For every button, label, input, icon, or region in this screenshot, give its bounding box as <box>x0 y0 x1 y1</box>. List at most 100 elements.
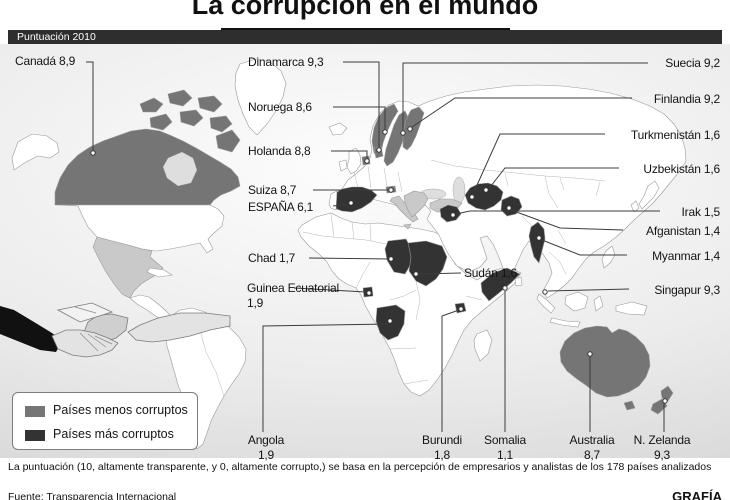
label-singapur: Singapur 9,3 <box>654 283 720 297</box>
legend-label-menos: Países menos corruptos <box>53 403 188 417</box>
leader-myanmar <box>541 239 627 256</box>
marker-chad <box>388 256 394 262</box>
label-finlandia: Finlandia 9,2 <box>653 92 720 106</box>
label-myanmar: Myanmar 1,4 <box>652 249 720 263</box>
label-guinea-ecuatorial: Guinea Ecuatorial 1,9 <box>247 281 339 310</box>
leader-uzbekistan <box>486 167 619 192</box>
legend-label-mas: Países más corruptos <box>53 427 174 441</box>
palm-finger-lines <box>79 332 113 352</box>
label-irak: Irak 1,5 <box>681 205 721 219</box>
leader-lines <box>86 61 665 432</box>
country-portugal <box>328 190 338 211</box>
marker-sudan <box>413 271 419 277</box>
label-turkmenistan: Turkmenistán 1,6 <box>630 128 720 142</box>
caspian-sea <box>452 176 466 204</box>
arctic-island <box>167 89 193 107</box>
balcanes <box>403 190 429 218</box>
country-australia <box>559 325 651 398</box>
money-bill <box>56 302 114 323</box>
label-espana: ESPAÑA 6,1 <box>248 200 314 214</box>
leader-singapur <box>547 288 630 292</box>
label-dinamarca: Dinamarca 9,3 <box>248 55 324 69</box>
leader-afganistan <box>510 209 624 231</box>
leader-markers <box>90 126 668 404</box>
marker-somalia <box>502 285 508 291</box>
marker-suiza <box>388 187 394 193</box>
label-suiza: Suiza 8,7 <box>248 183 297 197</box>
island-srilanka <box>514 276 523 287</box>
island-madagascar <box>473 329 493 362</box>
marker-dinamarca <box>376 147 382 153</box>
country-mexico <box>92 236 164 299</box>
legend: Países menos corruptos Países más corrup… <box>12 392 198 450</box>
island-newguinea <box>615 301 648 316</box>
leader-finlandia <box>411 97 632 128</box>
island-java <box>549 317 581 328</box>
country-nueva-zelanda-norte <box>660 385 674 402</box>
island-sicilia <box>403 223 412 230</box>
label-noruega: Noruega 8,6 <box>248 100 312 114</box>
page-title: La corrupción en el mundo <box>191 0 539 20</box>
country-canada <box>54 128 241 206</box>
island-tasmania <box>623 400 636 411</box>
leader-chad <box>308 257 389 260</box>
open-palm-hand <box>51 329 119 358</box>
label-holanda: Holanda 8,8 <box>248 144 311 158</box>
label-somalia: Somalia 1,1 <box>484 433 526 462</box>
country-espana <box>330 186 378 213</box>
marker-suecia <box>400 130 406 136</box>
leader-espana <box>332 203 349 207</box>
score-year-banner: Puntuación 2010 <box>8 30 722 44</box>
island-britain <box>346 147 362 175</box>
arctic-island <box>215 129 241 153</box>
arctic-island <box>139 97 164 113</box>
eurasia <box>341 84 687 299</box>
title-underline <box>221 28 510 31</box>
leader-turkmenistan <box>472 133 605 195</box>
marker-noruega <box>382 129 388 135</box>
label-angola: Angola 1,9 <box>247 433 285 462</box>
label-afganistan: Afganistan 1,4 <box>646 224 720 238</box>
marker-myanmar <box>536 235 542 241</box>
country-greenland <box>234 58 287 136</box>
world-map-svg <box>0 58 687 450</box>
korea <box>630 200 640 213</box>
country-usa <box>59 204 225 254</box>
marker-burundi <box>458 306 464 312</box>
label-burundi: Burundi 1,8 <box>422 433 462 462</box>
world-map <box>0 44 730 458</box>
island-sumatra <box>536 293 556 314</box>
marker-nzelanda <box>662 398 668 404</box>
island-japan <box>638 180 660 210</box>
marker-guinea-ecuatorial <box>366 290 372 296</box>
leader-canada <box>86 61 94 150</box>
island-philippines <box>601 245 616 269</box>
suit-sleeve <box>0 306 62 352</box>
marker-irak <box>450 212 456 218</box>
island-cuba <box>146 267 173 278</box>
arctic-island <box>197 95 223 113</box>
leader-angola <box>262 323 388 432</box>
hudson-bay <box>162 151 198 187</box>
leader-guinea-ecuatorial <box>293 287 367 293</box>
marker-finlandia <box>407 126 413 132</box>
bribe-hands-illustration <box>0 302 231 358</box>
leader-noruega <box>333 106 386 129</box>
leader-irak <box>455 210 660 215</box>
label-canada: Canadá 8,9 <box>15 54 76 68</box>
country-myanmar <box>528 221 546 264</box>
arctic-island <box>179 109 204 127</box>
country-irak <box>439 204 462 223</box>
leader-suecia <box>402 62 648 130</box>
leader-holanda <box>331 150 368 158</box>
leader-burundi <box>441 309 460 432</box>
label-uzbekistan: Uzbekistán 1,6 <box>643 162 720 176</box>
arctic-islands <box>139 89 241 153</box>
bill-fold-line <box>74 306 97 314</box>
island-borneo <box>564 291 589 312</box>
legend-swatch-mas <box>25 430 45 441</box>
marker-holanda <box>364 158 370 164</box>
label-suecia: Suecia 9,2 <box>665 56 720 70</box>
label-chad: Chad 1,7 <box>248 251 296 265</box>
